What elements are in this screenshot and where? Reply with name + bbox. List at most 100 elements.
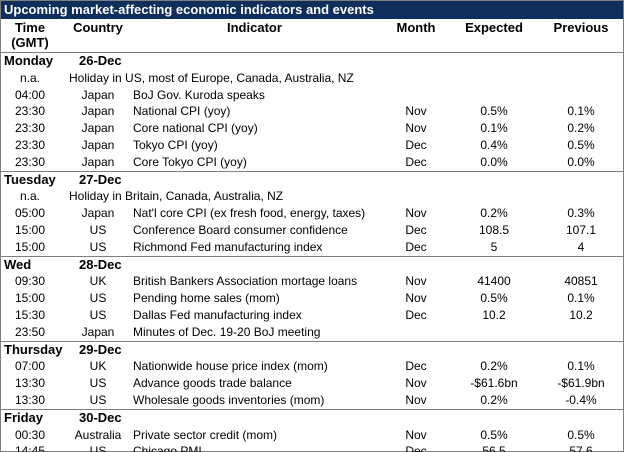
cell-indicator: National CPI (yoy) — [133, 104, 231, 119]
cell-expected: 5 — [490, 239, 498, 254]
day-header-row: Thursday 29-Dec — [1, 342, 623, 359]
cell-previous: -$61.9bn — [557, 376, 605, 391]
cell-country: UK — [89, 274, 107, 289]
cell-month: Nov — [405, 427, 427, 442]
cell-country: Japan — [81, 324, 115, 339]
cell-indicator: Private sector credit (mom) — [133, 427, 278, 442]
cell-previous: 4 — [577, 239, 585, 254]
cell-previous: 0.1% — [567, 359, 595, 374]
cell-time: 23:30 — [14, 121, 46, 136]
cell-time: 14:45 — [14, 444, 46, 452]
cell-time: n.a. — [19, 189, 40, 204]
cell-indicator: Richmond Fed manufacturing index — [133, 239, 323, 254]
cell-expected: 0.5% — [480, 104, 508, 119]
cell-country: US — [89, 392, 107, 407]
cell-month: Dec — [405, 307, 427, 322]
table-row: 00:30 Australia Private sector credit (mom… — [1, 427, 623, 444]
cell-expected: 56.5 — [482, 444, 506, 452]
cell-time: 15:30 — [14, 307, 46, 322]
table-row: 13:30 US Advance goods trade balance Nov -$6… — [1, 375, 623, 392]
cell-indicator: Core national CPI (yoy) — [133, 121, 258, 136]
cell-month: Nov — [405, 392, 427, 407]
cell-month: Nov — [405, 274, 427, 289]
cell-time: 05:00 — [14, 206, 46, 221]
cell-time: 15:00 — [14, 291, 46, 306]
cell-expected: 0.0% — [480, 154, 508, 169]
cell-expected: 0.4% — [480, 137, 508, 152]
day-header-row: Monday 26-Dec — [1, 53, 623, 70]
header-expected: Expected — [465, 20, 523, 35]
table-title: Upcoming market-affecting economic indic… — [1, 1, 623, 19]
cell-country: Australia — [74, 427, 122, 442]
day-header-row: Tuesday 27-Dec — [1, 172, 623, 189]
table-row: 09:30 UK British Bankers Association morta… — [1, 273, 623, 290]
cell-previous: 107.1 — [565, 222, 597, 237]
day-section: Monday 26-Dec n.a. Holiday in US, most of E… — [1, 53, 623, 172]
cell-month: Nov — [405, 104, 427, 119]
day-date: 28-Dec — [79, 256, 122, 272]
cell-country: US — [89, 239, 107, 254]
cell-time: 15:00 — [14, 239, 46, 254]
day-date: 30-Dec — [79, 409, 122, 425]
cell-time: 23:30 — [14, 154, 46, 169]
cell-previous: 10.2 — [569, 307, 593, 322]
day-name: Thursday — [4, 341, 63, 357]
day-name: Tuesday — [4, 171, 56, 187]
cell-expected: 0.5% — [480, 291, 508, 306]
cell-indicator: Chicago PMI — [133, 444, 202, 452]
header-indicator: Indicator — [227, 20, 282, 35]
cell-expected: 10.2 — [482, 307, 506, 322]
cell-time: 23:30 — [14, 137, 46, 152]
cell-indicator: Nat'l core CPI (ex fresh food, energy, t… — [133, 206, 366, 221]
day-name: Monday — [4, 53, 54, 68]
table-row: 23:30 Japan Core Tokyo CPI (yoy) Dec 0.0% 0.0… — [1, 154, 623, 171]
header-month: Month — [396, 20, 436, 35]
cell-note: Holiday in US, most of Europe, Canada, A… — [69, 70, 354, 85]
day-section: Friday 30-Dec 00:30 Australia Private sector… — [1, 410, 623, 452]
header-row: Time (GMT) Country Indicator Month Expec… — [1, 19, 623, 53]
cell-previous: 0.1% — [567, 104, 595, 119]
cell-time: 15:00 — [14, 222, 46, 237]
cell-indicator: Wholesale goods inventories (mom) — [133, 392, 325, 407]
table-row: 15:30 US Dallas Fed manufacturing index Dec… — [1, 307, 623, 324]
cell-time: n.a. — [19, 70, 40, 85]
cell-note: Holiday in Britain, Canada, Australia, N… — [69, 189, 284, 204]
table-row: 23:50 Japan Minutes of Dec. 19-20 BoJ meet… — [1, 324, 623, 341]
cell-country: US — [89, 222, 107, 237]
day-date: 29-Dec — [79, 341, 122, 357]
day-section: Tuesday 27-Dec n.a. Holiday in Britain, Can… — [1, 172, 623, 257]
cell-time: 13:30 — [14, 392, 46, 407]
cell-month: Dec — [405, 154, 427, 169]
header-country: Country — [73, 20, 123, 35]
cell-time: 13:30 — [14, 376, 46, 391]
cell-indicator: Pending home sales (mom) — [133, 291, 280, 306]
table-row: 15:00 US Pending home sales (mom) Nov 0.5% 0.… — [1, 290, 623, 307]
cell-indicator: Core Tokyo CPI (yoy) — [133, 154, 247, 169]
cell-previous: 0.5% — [567, 137, 595, 152]
cell-month: Dec — [405, 222, 427, 237]
day-section: Thursday 29-Dec 07:00 UK Nationwide house pr… — [1, 342, 623, 410]
cell-expected: 0.2% — [480, 392, 508, 407]
cell-country: US — [89, 307, 107, 322]
table-row: 13:30 US Wholesale goods inventories (mom)… — [1, 392, 623, 409]
cell-previous: 40851 — [564, 274, 598, 289]
table-row: n.a. Holiday in US, most of Europe, Canad… — [1, 70, 623, 87]
cell-time: 00:30 — [14, 427, 46, 442]
cell-indicator: Conference Board consumer confidence — [133, 222, 348, 237]
day-name: Friday — [4, 409, 44, 425]
cell-time: 23:50 — [14, 324, 46, 339]
cell-country: US — [89, 444, 107, 452]
header-time: Time (GMT) — [11, 20, 49, 50]
cell-indicator: British Bankers Association mortage loan… — [133, 274, 358, 289]
cell-country: US — [89, 376, 107, 391]
cell-indicator: Advance goods trade balance — [133, 376, 292, 391]
cell-month: Dec — [405, 137, 427, 152]
cell-country: US — [89, 291, 107, 306]
cell-expected: 0.2% — [480, 359, 508, 374]
table-row: 04:00 Japan BoJ Gov. Kuroda speaks — [1, 87, 623, 104]
day-date: 27-Dec — [79, 171, 122, 187]
cell-time: 07:00 — [14, 359, 46, 374]
cell-time: 23:30 — [14, 104, 46, 119]
cell-month: Dec — [405, 359, 427, 374]
